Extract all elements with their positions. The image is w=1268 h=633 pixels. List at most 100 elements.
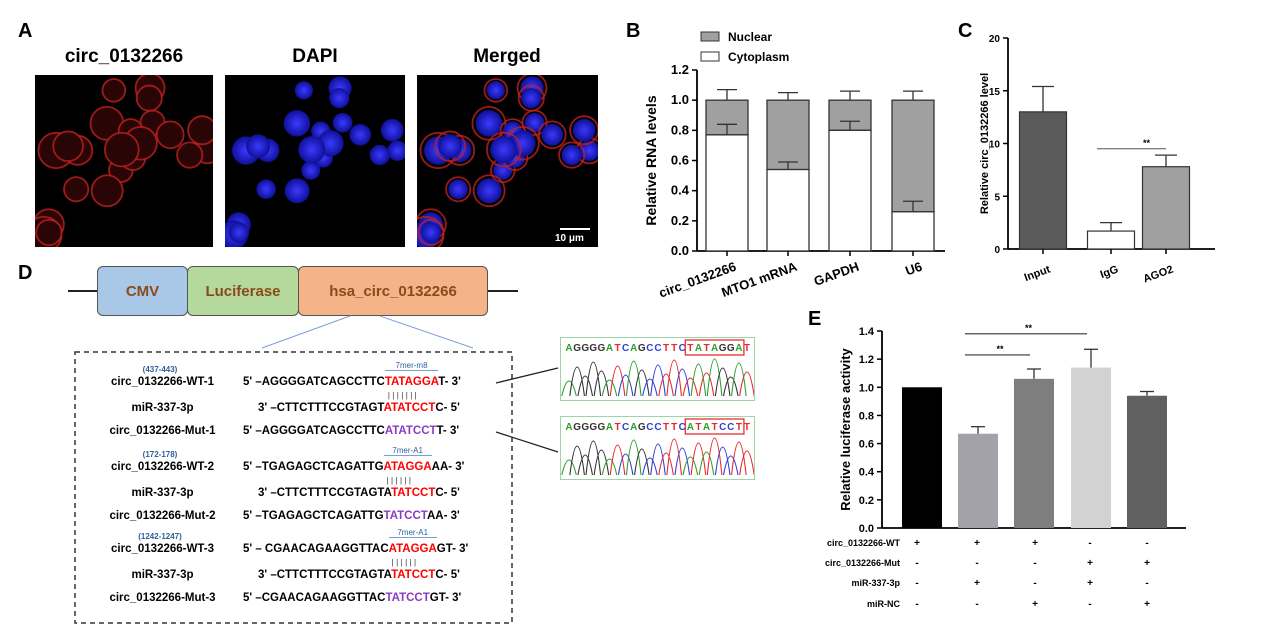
chart-b-y-tick-label: 1.0 xyxy=(671,92,689,107)
trace-peak xyxy=(722,376,739,397)
nucleus xyxy=(420,222,442,243)
base-pairing-marks: |||||| xyxy=(391,558,419,567)
cell-membrane xyxy=(445,176,472,203)
sequence-prefix: 5' –TGAGAGCTCAGATTG xyxy=(243,510,384,522)
trace-peak xyxy=(658,452,674,476)
luciferase-label: Luciferase xyxy=(205,282,281,300)
trace-peak xyxy=(569,445,585,476)
chart-c-y-tick-label: 15 xyxy=(989,87,1001,98)
circ-insert-label: hsa_circ_0132266 xyxy=(329,282,457,300)
trace-peak xyxy=(609,444,626,476)
site-position-label: (1242-1247) xyxy=(138,532,182,541)
chart-c-y-tick-label: 20 xyxy=(989,34,1001,45)
base-call-letter: G xyxy=(581,422,589,433)
nucleus xyxy=(256,179,276,199)
base-call-letter: A xyxy=(695,343,702,354)
base-call-letter: T xyxy=(712,422,718,433)
base-call-letter: G xyxy=(589,343,597,354)
cell-membrane xyxy=(569,115,598,146)
panel-label-c: C xyxy=(958,20,973,42)
highlight-box xyxy=(684,339,745,356)
chart-c-bar xyxy=(1018,111,1068,250)
trace-peak xyxy=(601,458,618,476)
sequence-suffix: T- 3' xyxy=(438,376,461,388)
base-call-letter: T xyxy=(663,343,669,354)
base-call-letter: A xyxy=(606,343,613,354)
scale-bar xyxy=(560,228,590,230)
chart-e-y-tick-label: 1.4 xyxy=(859,326,875,338)
chart-e-condition-mark: - xyxy=(915,578,918,589)
trace-peak xyxy=(561,380,577,397)
base-call-letter: A xyxy=(703,422,710,433)
chart-b-legend-swatch-cytoplasm xyxy=(700,51,720,62)
cell-membrane xyxy=(135,84,163,112)
nucleus xyxy=(486,81,505,100)
cell-membrane xyxy=(155,120,185,150)
micrograph-merged xyxy=(417,75,598,247)
nucleus xyxy=(329,88,350,109)
chart-e-condition-mark: - xyxy=(915,599,918,610)
chart-e-y-tick-label: 0.8 xyxy=(859,410,874,422)
image-title-dapi: DAPI xyxy=(292,46,338,67)
base-call-letter: T xyxy=(615,422,621,433)
micrograph-dapi xyxy=(225,75,405,247)
trace-peak xyxy=(731,362,747,397)
cell-membrane xyxy=(90,174,124,208)
base-call-letter: T xyxy=(687,343,693,354)
sequence-name: circ_0132266-Mut-2 xyxy=(109,510,216,522)
scale-bar-label: 10 μm xyxy=(555,233,584,244)
nucleus xyxy=(228,222,250,243)
trace-peak xyxy=(585,440,602,476)
trace-peak xyxy=(714,367,731,397)
chart-b-x-tick-label: U6 xyxy=(903,259,924,279)
cmv-promoter-box: CMV xyxy=(97,266,188,316)
sequence-mut: 5' –TGAGAGCTCAGATTGTATCCTAA- 3' xyxy=(243,510,460,522)
nucleus xyxy=(476,178,502,204)
chart-e-significance-label: ** xyxy=(996,344,1004,354)
base-call-letter: C xyxy=(654,422,661,433)
nucleus xyxy=(438,134,462,159)
cell-membrane xyxy=(558,141,586,169)
chart-c-x-tick-label: Input xyxy=(1023,263,1053,284)
trace-peak xyxy=(698,451,715,476)
base-call-letter: C xyxy=(646,422,653,433)
base-call-letter: C xyxy=(654,343,661,354)
chart-e-y-tick-label: 0.0 xyxy=(859,523,874,535)
chart-e-condition-mark: + xyxy=(914,538,920,549)
chart-b-bar-nuclear xyxy=(891,99,935,213)
seed-region: ATATCCT xyxy=(384,425,437,437)
image-title-merged: Merged xyxy=(473,46,541,67)
trace-peak xyxy=(577,454,594,476)
base-call-letter: G xyxy=(727,343,735,354)
trace-peak xyxy=(739,450,755,476)
base-call-letter: C xyxy=(679,343,686,354)
cmv-label: CMV xyxy=(125,282,160,300)
chart-e-y-tick-label: 0.4 xyxy=(859,467,875,479)
cell-membrane xyxy=(483,78,509,103)
chart-e-y-tick-label: 1.2 xyxy=(859,354,874,366)
chart-e-y-tick-label: 0.2 xyxy=(859,495,874,507)
seed-region: TATCCT xyxy=(385,592,430,604)
chart-e-condition-mark: - xyxy=(975,558,978,569)
circ-insert-box: hsa_circ_0132266 xyxy=(298,266,488,316)
trace-peak xyxy=(634,369,650,397)
chart-b-legend-label-nuclear: Nuclear xyxy=(728,30,772,44)
chart-b-bar-nuclear xyxy=(766,99,810,171)
chart-e-condition-label: miR-337-3p xyxy=(851,578,900,588)
chart-e-condition-mark: + xyxy=(1087,558,1093,569)
base-call-letter: A xyxy=(565,422,572,433)
sequence-prefix: 5' –TGAGAGCTCAGATTG xyxy=(243,461,384,473)
sequence-prefix: 5' –AGGGGATCAGCCTTC xyxy=(243,376,385,388)
chart-e-condition-mark: - xyxy=(1088,599,1091,610)
sequence-mut: 5' –AGGGGATCAGCCTTCATATCCTT- 3' xyxy=(243,425,459,437)
base-call-letter: A xyxy=(735,343,742,354)
chart-b-y-tick-label: 0.2 xyxy=(671,213,689,228)
chart-b-y-tick-label: 1.2 xyxy=(671,62,689,77)
cell-membrane xyxy=(35,218,63,247)
site-position-label: (437-443) xyxy=(142,365,178,374)
base-call-letter: A xyxy=(687,422,694,433)
chart-e-y-tick-label: 1.0 xyxy=(859,382,874,394)
nucleus xyxy=(561,144,582,166)
chart-c-y-tick-label: 5 xyxy=(994,192,1000,203)
